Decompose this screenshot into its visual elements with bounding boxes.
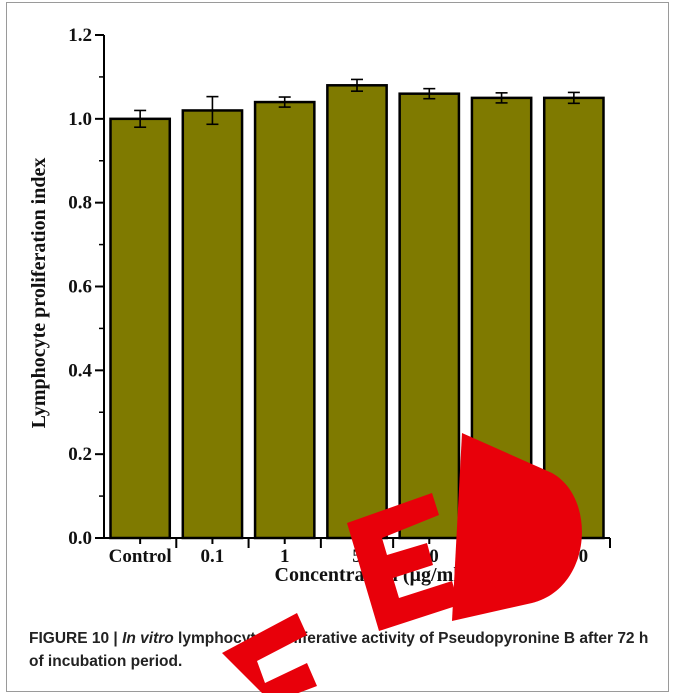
y-tick-label-5: 0.8 <box>68 193 92 214</box>
bar-4 <box>326 84 388 540</box>
x-tick-label-7: 100 <box>560 546 589 567</box>
figure-caption: FIGURE 10 | In vitro lymphocyte prolifer… <box>29 627 649 673</box>
x-tick-label-3: 1 <box>280 546 290 567</box>
x-tick-label-2: 0.1 <box>201 546 225 567</box>
caption-italic: In vitro <box>122 630 174 647</box>
bar-3 <box>253 100 316 540</box>
caption-prefix: FIGURE 10 | <box>29 630 123 647</box>
bar-6 <box>470 96 533 540</box>
y-tick-label-2: 0.2 <box>68 444 92 465</box>
y-tick-label-6: 1.0 <box>68 109 92 130</box>
x-tick-label-6: 50 <box>492 546 511 567</box>
y-ticks-layer: 0.0 0.2 0.4 0.6 0.8 1.0 1.2 <box>68 25 104 549</box>
bar-5 <box>398 92 461 540</box>
figure-frame: 0.0 0.2 0.4 0.6 0.8 1.0 1.2 Control 0.1 1 5 10 50 10… <box>6 2 669 693</box>
bar-2 <box>181 109 244 540</box>
y-tick-label-1: 0.0 <box>68 528 92 549</box>
y-tick-label-3: 0.4 <box>68 360 92 381</box>
y-tick-label-7: 1.2 <box>68 25 92 46</box>
y-axis-title: Lymphocyte proliferation index <box>28 158 50 429</box>
x-axis-title: Concentration (µg/ml) <box>275 564 466 586</box>
x-tick-label-1: Control <box>109 546 172 567</box>
bars-layer <box>109 84 605 540</box>
bar-7 <box>542 96 605 540</box>
x-ticks-layer: Control 0.1 1 5 10 50 100 <box>109 538 611 567</box>
y-tick-label-4: 0.6 <box>68 277 92 298</box>
bar-1 <box>109 117 172 540</box>
bar-chart: 0.00.20.40.60.81.01.2 Control 0.1 1 5 10 50 10… <box>28 25 611 586</box>
error-bars-layer <box>134 78 580 129</box>
